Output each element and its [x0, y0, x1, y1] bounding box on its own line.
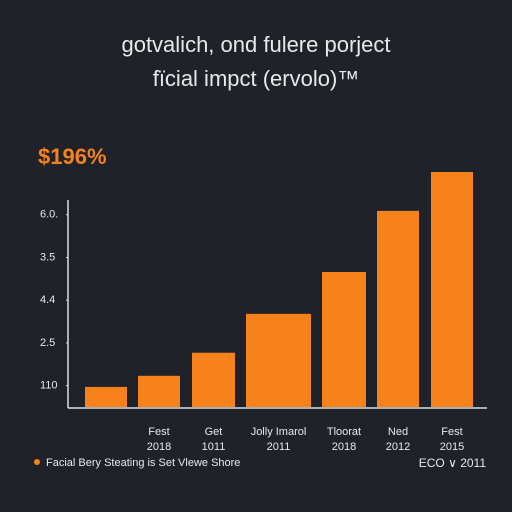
- bar: [85, 386, 127, 407]
- x-tick-label: Fest: [441, 426, 462, 438]
- x-tick-label: 1011: [202, 441, 226, 453]
- y-tick-label: 4.4: [40, 294, 55, 306]
- footer: ECO ∨ 2011: [419, 456, 487, 470]
- x-tick-label: Tloorat: [327, 426, 361, 438]
- bar: [322, 271, 366, 407]
- x-tick-label: Ned: [388, 426, 408, 438]
- bar: [377, 210, 419, 407]
- bar: [431, 172, 473, 407]
- y-tick-label: 6.0.: [40, 209, 58, 221]
- y-tick-label: 2.5: [40, 337, 55, 349]
- bar: [246, 313, 311, 407]
- x-tick-label: 2018: [147, 441, 171, 453]
- bar: [138, 375, 180, 407]
- legend-swatch: [34, 459, 40, 465]
- x-tick-label: 2018: [332, 441, 356, 453]
- bar: [192, 352, 235, 407]
- chart-title: gotvalich, ond fulere porject: [121, 32, 390, 57]
- x-tick-label: Jolly Imarol: [251, 426, 307, 438]
- y-tick-label: 3.5: [40, 251, 55, 263]
- chart-subtitle: fïcial impct (ervolo)™: [153, 66, 360, 91]
- x-tick-label: 2012: [386, 441, 410, 453]
- x-tick-label: 2011: [267, 441, 291, 453]
- y-tick-label: 110: [40, 380, 58, 392]
- x-tick-label: Get: [205, 426, 223, 438]
- legend-label: Facial Bery Steating is Set Vlewe Shore: [46, 457, 240, 469]
- x-tick-label: 2015: [440, 441, 464, 453]
- x-tick-label: Fest: [148, 426, 169, 438]
- annotation: $196%: [38, 144, 107, 169]
